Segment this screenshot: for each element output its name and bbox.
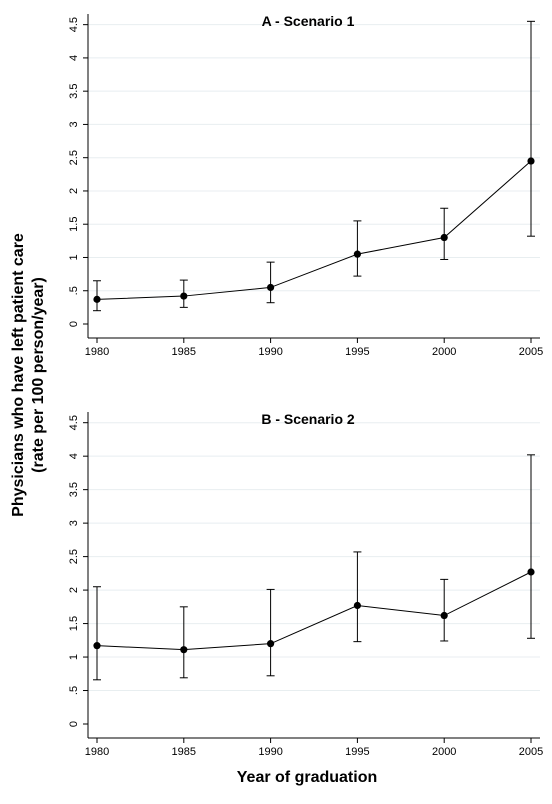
data-point bbox=[527, 157, 535, 165]
y-tick-label: 2.5 bbox=[68, 150, 80, 165]
data-point bbox=[527, 568, 535, 576]
y-tick-label: 0 bbox=[68, 321, 80, 327]
data-point bbox=[440, 233, 448, 242]
y-tick-label: 4 bbox=[68, 453, 80, 459]
data-point bbox=[353, 601, 361, 610]
series-line bbox=[96, 160, 532, 300]
x-tick-label: 1980 bbox=[85, 746, 109, 758]
data-point bbox=[440, 611, 448, 620]
y-tick-label: 1.5 bbox=[68, 616, 80, 631]
panel-a: 0 .5 1 1.5 2 2.5 3 3.5 4 4.5 1980 1985 1990 1995 2000 2… bbox=[68, 13, 543, 358]
y-tick-label: 3 bbox=[68, 520, 80, 526]
y-tick-label: .5 bbox=[68, 686, 80, 695]
x-tick-label: 2000 bbox=[432, 346, 456, 358]
series-line bbox=[96, 571, 532, 651]
x-tick-label: 1985 bbox=[172, 346, 196, 358]
y-axis-title-line1: Physicians who have left patient care bbox=[10, 233, 27, 517]
y-tick-label: .5 bbox=[68, 286, 80, 295]
x-tick-label: 2005 bbox=[519, 746, 543, 758]
data-point bbox=[93, 642, 101, 650]
y-tick-label: 4.5 bbox=[68, 17, 80, 32]
data-point bbox=[180, 646, 188, 654]
y-axis-title-line2: (rate per 100 person/year) bbox=[30, 277, 47, 473]
panel-title: A - Scenario 1 bbox=[262, 13, 355, 29]
y-tick-label: 2 bbox=[68, 188, 80, 194]
y-tick-label: 3.5 bbox=[68, 84, 80, 99]
x-tick-label: 2000 bbox=[432, 746, 456, 758]
data-point bbox=[353, 250, 361, 258]
x-tick-label: 1995 bbox=[345, 746, 369, 758]
data-point bbox=[180, 292, 188, 300]
y-tick-label: 0 bbox=[68, 721, 80, 727]
panel-title: B - Scenario 2 bbox=[261, 411, 355, 427]
y-tick-label: 3 bbox=[68, 121, 80, 127]
x-tick-label: 1990 bbox=[258, 746, 282, 758]
x-tick-label: 1995 bbox=[345, 346, 369, 358]
y-tick-label: 4.5 bbox=[68, 415, 80, 430]
panel-b: 0 .5 1 1.5 2 2.5 3 3.5 4 4.5 1980 1985 1990 1995 2000 2… bbox=[68, 411, 543, 758]
y-tick-label: 1.5 bbox=[68, 217, 80, 232]
y-tick-label: 2.5 bbox=[68, 549, 80, 564]
y-tick-label: 1 bbox=[68, 254, 80, 260]
x-axis-title: Year of graduation bbox=[237, 769, 377, 786]
data-point bbox=[267, 640, 275, 648]
x-tick-label: 1990 bbox=[258, 346, 282, 358]
y-tick-label: 1 bbox=[68, 654, 80, 660]
x-tick-label: 2005 bbox=[519, 346, 543, 358]
y-tick-label: 2 bbox=[68, 587, 80, 593]
data-point bbox=[267, 283, 275, 292]
data-point bbox=[93, 295, 101, 303]
x-tick-label: 1980 bbox=[85, 346, 109, 358]
x-tick-label: 1985 bbox=[172, 746, 196, 758]
y-tick-label: 3.5 bbox=[68, 482, 80, 497]
y-tick-label: 4 bbox=[68, 55, 80, 61]
